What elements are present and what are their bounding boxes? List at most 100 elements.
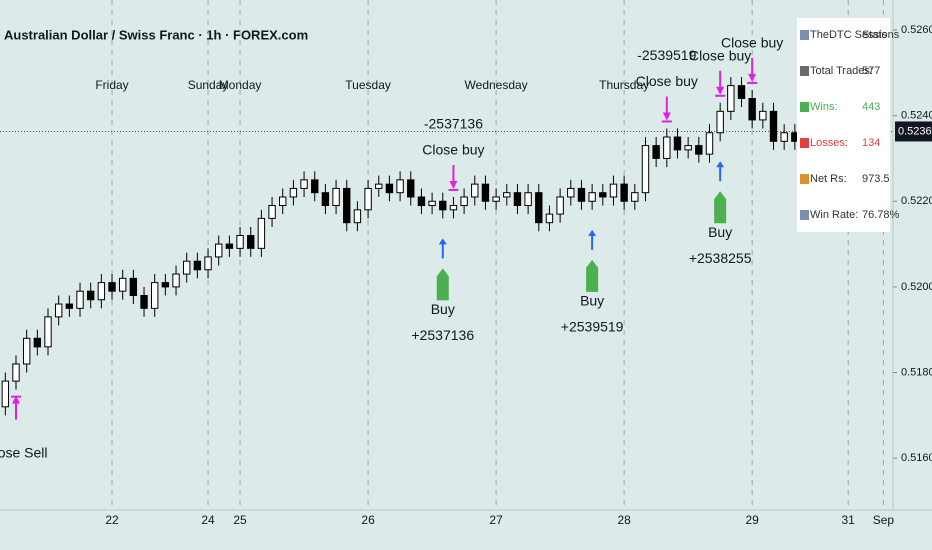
day-label: Sunday	[188, 78, 229, 92]
candle-body	[343, 187, 351, 224]
candle-body	[417, 196, 426, 207]
day-label: Thursday	[599, 78, 649, 92]
annotation-text: -2539519	[637, 47, 696, 63]
candle-body	[268, 205, 276, 219]
candle-body	[652, 145, 660, 159]
x-tick-label: 29	[745, 513, 759, 527]
candle-body	[577, 187, 586, 202]
annotation-text: +2539519	[561, 319, 624, 335]
candle-body	[140, 294, 148, 309]
annotation-text: +2537136	[411, 327, 474, 343]
buy-flag	[586, 259, 599, 292]
candle-body	[716, 110, 724, 134]
candle-body	[375, 183, 383, 189]
x-tick-label: 24	[201, 513, 215, 527]
close-arrow	[716, 70, 725, 95]
candle-body	[353, 209, 362, 224]
close-mark	[747, 81, 758, 84]
day-label: Wednesday	[465, 78, 528, 92]
y-tick-label: 0.51600	[901, 452, 932, 464]
candle-body	[460, 196, 468, 207]
stats-icon	[800, 102, 809, 112]
candle-body	[1, 380, 10, 408]
candle-body	[599, 192, 607, 198]
annotation-text: +2538255	[689, 250, 752, 266]
buy-arrow	[588, 229, 597, 250]
candle-body	[780, 132, 788, 142]
candle-body	[556, 196, 564, 215]
candle-body	[193, 260, 202, 271]
x-tick-label: 27	[489, 513, 503, 527]
annotation-text: Close buy	[422, 142, 484, 158]
candle-body	[620, 183, 628, 202]
x-tick-label: 25	[233, 513, 247, 527]
candle-body	[673, 136, 682, 151]
day-label: Monday	[219, 78, 262, 92]
stats-label: Losses:	[810, 137, 848, 149]
candle-body	[44, 316, 52, 348]
candle-body	[129, 277, 138, 296]
last-price-label: 0.52363	[898, 125, 932, 137]
candle-body	[300, 179, 308, 189]
stats-icon	[800, 174, 809, 184]
buy-arrow	[438, 238, 447, 259]
candle-body	[705, 132, 714, 155]
close-mark	[661, 120, 672, 123]
close-arrow	[12, 395, 21, 420]
candle-body	[439, 200, 447, 211]
candle-body	[118, 277, 127, 292]
candle-body	[737, 85, 746, 99]
candle-body	[236, 235, 244, 249]
annotation-text: Close buy	[636, 73, 698, 89]
stats-icon	[800, 30, 809, 40]
stats-background	[797, 18, 890, 232]
annotation-text: -2537136	[424, 116, 483, 132]
candle-body	[385, 183, 394, 194]
candle-body	[172, 273, 180, 288]
stats-label: Total Trades:	[810, 65, 873, 77]
stats-value: 134	[862, 137, 880, 149]
annotation-text: Close buy	[689, 47, 751, 63]
day-label: Friday	[95, 78, 128, 92]
candle-body	[33, 337, 42, 348]
annotation-text: Buy	[580, 293, 604, 309]
candle-body	[545, 213, 554, 224]
annotation-text: Buy	[708, 224, 732, 240]
candle-body	[76, 290, 84, 309]
annotation-text: Close Sell	[0, 444, 48, 460]
candle-body	[151, 282, 159, 309]
candle-body	[524, 192, 532, 207]
candle-body	[396, 179, 404, 194]
candle-body	[65, 303, 74, 309]
close-mark	[11, 395, 22, 398]
candle-body	[695, 145, 703, 155]
x-tick-label: 31	[842, 513, 856, 527]
stats-label: Net Rs:	[810, 173, 847, 185]
stats-value: 577	[862, 65, 880, 77]
annotation-text: Close buy	[721, 35, 783, 51]
candle-body	[97, 282, 106, 301]
stats-value: Stats	[862, 29, 888, 41]
buy-flag	[714, 191, 727, 224]
stats-value: 443	[862, 101, 880, 113]
candle-body	[471, 183, 479, 198]
candle-body	[759, 110, 767, 121]
annotation-text: Buy	[431, 301, 455, 317]
close-arrow	[748, 57, 757, 82]
stats-icon	[800, 138, 809, 148]
candle-body	[12, 363, 20, 382]
candle-body	[279, 196, 287, 207]
x-tick-label: 22	[105, 513, 119, 527]
candle-body	[407, 179, 415, 198]
candle-body	[748, 97, 756, 121]
buy-flag	[436, 268, 449, 301]
x-tick-label: Sep	[873, 513, 895, 527]
close-mark	[448, 188, 459, 191]
close-arrow	[662, 96, 671, 121]
